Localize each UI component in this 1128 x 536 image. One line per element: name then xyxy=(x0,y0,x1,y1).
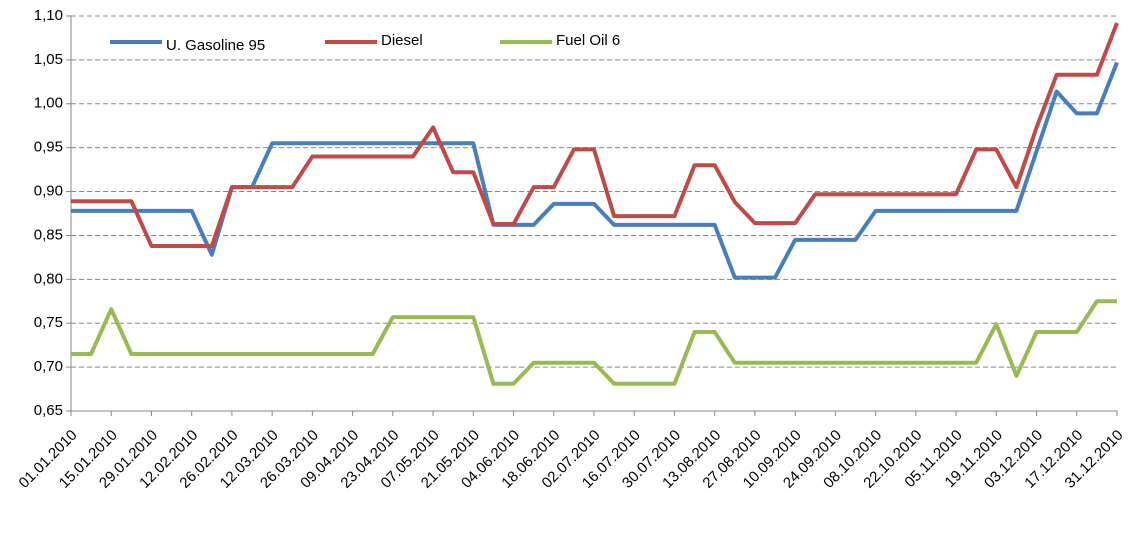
legend-label: Fuel Oil 6 xyxy=(556,32,620,49)
y-tick-label: 0,85 xyxy=(34,226,63,243)
legend-label: Diesel xyxy=(381,32,423,49)
y-tick-label: 1,00 xyxy=(34,95,63,112)
y-tick-label: 0,95 xyxy=(34,139,63,156)
y-tick-label: 0,70 xyxy=(34,358,63,375)
y-tick-label: 0,75 xyxy=(34,314,63,331)
series-line xyxy=(71,22,1119,248)
legend-box xyxy=(100,26,690,58)
y-tick-label: 0,65 xyxy=(34,402,63,419)
y-tick-label: 1,10 xyxy=(34,7,63,24)
series-line xyxy=(71,61,1119,280)
series-line xyxy=(71,299,1117,386)
y-tick-label: 0,80 xyxy=(34,270,63,287)
y-tick-label: 0,90 xyxy=(34,183,63,200)
legend-label: U. Gasoline 95 xyxy=(166,37,265,54)
y-tick-label: 1,05 xyxy=(34,51,63,68)
